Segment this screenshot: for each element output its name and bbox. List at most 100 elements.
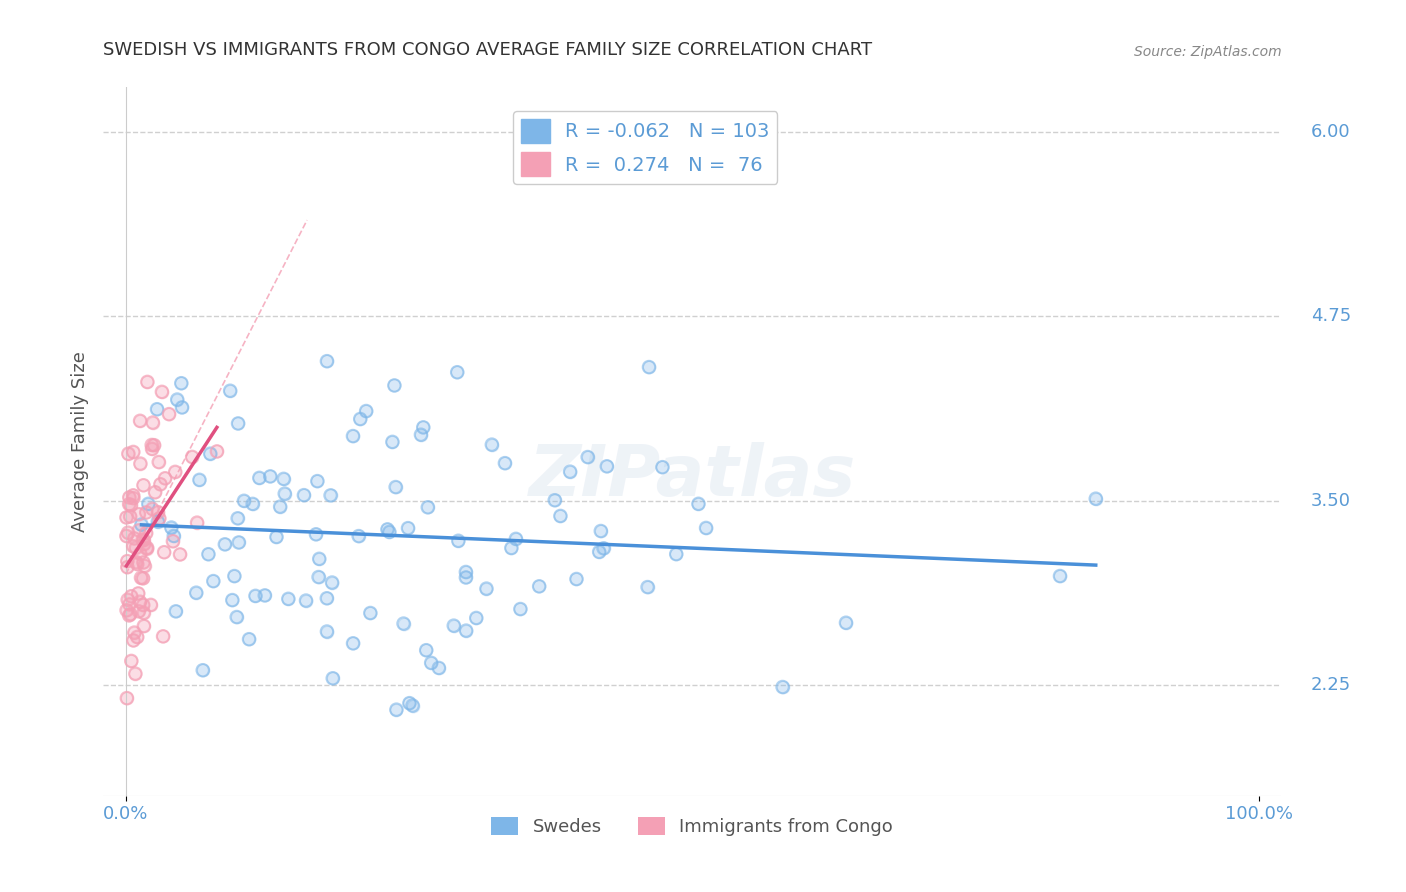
Point [398, 696, 420, 710]
Point [238, 632, 260, 647]
Point [125, 555, 148, 569]
Point [132, 533, 155, 547]
Point [354, 404, 377, 418]
Point [381, 434, 404, 449]
Point [446, 365, 468, 379]
Point [150, 384, 173, 399]
Point [349, 412, 371, 426]
Point [117, 525, 139, 540]
Point [135, 526, 157, 541]
Point [481, 437, 503, 451]
Point [200, 447, 222, 461]
Point [416, 500, 439, 515]
Point [292, 488, 315, 502]
Point [135, 526, 157, 541]
Point [157, 407, 180, 421]
Point [141, 442, 163, 456]
Point [273, 472, 295, 486]
Point [129, 571, 152, 585]
Point [420, 656, 443, 670]
Point [772, 680, 794, 694]
Point [118, 491, 141, 505]
Point [259, 469, 281, 483]
Point [191, 663, 214, 677]
Point [266, 530, 288, 544]
Point [143, 438, 166, 452]
Point [165, 604, 187, 618]
Point [378, 524, 401, 539]
Point [153, 471, 176, 485]
Point [118, 497, 141, 511]
Point [321, 575, 343, 590]
Point [225, 610, 247, 624]
Point [558, 465, 581, 479]
Point [162, 534, 184, 549]
Point [115, 603, 138, 617]
Point [117, 560, 139, 574]
Point [233, 493, 256, 508]
Text: 6.00: 6.00 [1310, 122, 1350, 141]
Point [120, 509, 142, 524]
Point [465, 611, 488, 625]
Point [315, 591, 337, 606]
Point [427, 661, 450, 675]
Point [160, 520, 183, 534]
Point [454, 570, 477, 584]
Point [141, 438, 163, 452]
Point [224, 569, 246, 583]
Point [226, 417, 249, 431]
Point [1084, 491, 1107, 506]
Point [170, 376, 193, 391]
Point [191, 663, 214, 677]
Point [132, 571, 155, 585]
Point [565, 572, 588, 586]
Point [412, 420, 434, 434]
Point [132, 556, 155, 570]
Point [188, 473, 211, 487]
Point [141, 501, 163, 516]
Point [129, 595, 152, 609]
Point [589, 524, 612, 538]
Point [277, 591, 299, 606]
Point [186, 516, 208, 530]
Text: Source: ZipAtlas.com: Source: ZipAtlas.com [1133, 45, 1281, 59]
Point [544, 493, 567, 508]
Point [509, 602, 531, 616]
Point [527, 579, 550, 593]
Point [447, 533, 470, 548]
Point [165, 604, 187, 618]
Point [120, 498, 142, 512]
Point [134, 537, 156, 551]
Point [135, 541, 157, 556]
Point [596, 459, 619, 474]
Point [384, 378, 406, 392]
Point [148, 455, 170, 469]
Point [120, 498, 142, 512]
Point [454, 565, 477, 579]
Point [157, 407, 180, 421]
Point [146, 515, 169, 529]
Point [456, 624, 478, 638]
Point [509, 602, 531, 616]
Point [129, 457, 152, 471]
Point [129, 414, 152, 428]
Point [120, 589, 142, 603]
Point [638, 360, 661, 375]
Point [132, 619, 155, 633]
Point [544, 493, 567, 508]
Point [129, 547, 152, 561]
Point [143, 438, 166, 452]
Point [122, 491, 145, 505]
Point [354, 404, 377, 418]
Point [381, 434, 404, 449]
Point [772, 680, 794, 694]
Point [165, 465, 187, 479]
Point [117, 554, 139, 568]
Point [136, 541, 159, 555]
Point [132, 598, 155, 612]
Point [149, 477, 172, 491]
Point [170, 401, 193, 415]
Point [120, 654, 142, 668]
Point [146, 505, 169, 519]
Point [197, 547, 219, 561]
